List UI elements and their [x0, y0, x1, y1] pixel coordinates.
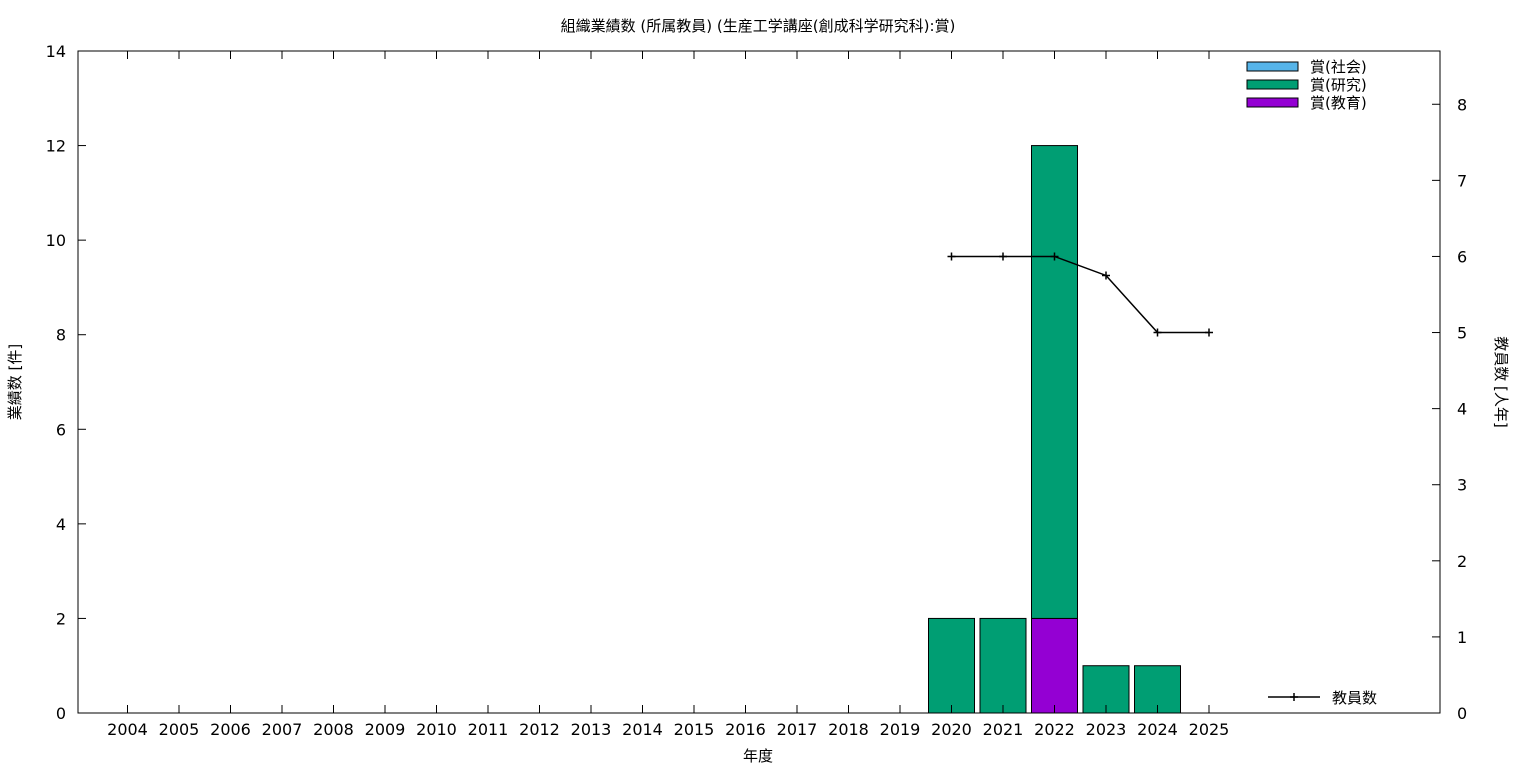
legend: 賞(社会)賞(研究)賞(教育) 教員数 — [1246, 58, 1377, 707]
y2-tick-label: 7 — [1457, 171, 1467, 190]
y2-tick-label: 4 — [1457, 400, 1467, 419]
x-tick-label: 2011 — [468, 720, 509, 739]
y2-tick-label: 8 — [1457, 95, 1467, 114]
y-tick-label: 4 — [56, 515, 66, 534]
x-tick-label: 2009 — [365, 720, 406, 739]
faculty-count-line — [951, 255, 1209, 334]
y2-tick-label: 1 — [1457, 628, 1467, 647]
legend-line-marker — [1290, 693, 1298, 701]
y-tick-label: 6 — [56, 420, 66, 439]
y2-tick-label: 6 — [1457, 247, 1467, 266]
x-tick-label: 2006 — [210, 720, 251, 739]
x-tick-label: 2013 — [571, 720, 612, 739]
x-tick-label: 2007 — [262, 720, 303, 739]
faculty-point-2023 — [1102, 271, 1110, 280]
y-tick-label: 14 — [46, 42, 66, 61]
legend-label-賞(研究): 賞(研究) — [1310, 76, 1367, 94]
faculty-line-layer — [947, 252, 1213, 337]
bars-layer — [928, 145, 1181, 714]
plot-frame — [77, 50, 1441, 714]
y2-tick-label: 5 — [1457, 324, 1467, 343]
x-tick-label: 2023 — [1086, 720, 1127, 739]
x-tick-label: 2008 — [313, 720, 354, 739]
y-tick-label: 12 — [46, 137, 66, 156]
faculty-point-2024 — [1153, 328, 1162, 337]
x-tick-label: 2004 — [107, 720, 148, 739]
legend-swatch-賞(教育) — [1246, 97, 1299, 108]
x-tick-label: 2024 — [1137, 720, 1178, 739]
faculty-point-2025 — [1205, 328, 1213, 337]
x-tick-label: 2012 — [519, 720, 560, 739]
x-tick-label: 2005 — [159, 720, 200, 739]
y-tick-label: 2 — [56, 609, 66, 628]
x-tick-label: 2021 — [983, 720, 1024, 739]
y2-tick-label: 2 — [1457, 552, 1467, 571]
y2-tick-label: 3 — [1457, 476, 1467, 495]
x-tick-label: 2010 — [416, 720, 457, 739]
bar-2021-賞(研究) — [979, 617, 1027, 714]
x-tick-label: 2014 — [622, 720, 663, 739]
y2-tick-label: 0 — [1457, 704, 1467, 723]
y2-axis-title: 教員数 [人年] — [1492, 336, 1510, 427]
legend-label-faculty: 教員数 — [1332, 689, 1377, 707]
x-tick-label: 2018 — [828, 720, 869, 739]
x-tick-label: 2020 — [931, 720, 972, 739]
y-tick-label: 8 — [56, 326, 66, 345]
legend-swatch-賞(研究) — [1246, 79, 1299, 90]
x-tick-label: 2016 — [725, 720, 766, 739]
y-tick-label: 10 — [46, 231, 66, 250]
x-tick-label: 2017 — [777, 720, 818, 739]
faculty-point-2021 — [999, 252, 1007, 261]
chart-title: 組織業績数 (所属教員) (生産工学講座(創成科学研究科):賞) — [561, 17, 956, 35]
x-tick-label: 2022 — [1034, 720, 1075, 739]
y-axis-title: 業績数 [件] — [6, 344, 24, 420]
legend-label-賞(教育): 賞(教育) — [1310, 94, 1367, 112]
x-tick-label: 2019 — [880, 720, 921, 739]
faculty-point-2020 — [947, 252, 956, 261]
y-tick-label: 0 — [56, 704, 66, 723]
bar-2022-賞(研究) — [1031, 145, 1078, 619]
bar-2022-賞(教育) — [1031, 617, 1078, 714]
bar-2020-賞(研究) — [928, 617, 975, 714]
x-tick-label: 2015 — [674, 720, 715, 739]
x-tick-label: 2025 — [1189, 720, 1230, 739]
legend-label-賞(社会): 賞(社会) — [1310, 58, 1367, 76]
x-axis-title: 年度 — [743, 747, 773, 765]
faculty-point-2022 — [1050, 252, 1059, 261]
legend-swatch-賞(社会) — [1246, 61, 1299, 72]
